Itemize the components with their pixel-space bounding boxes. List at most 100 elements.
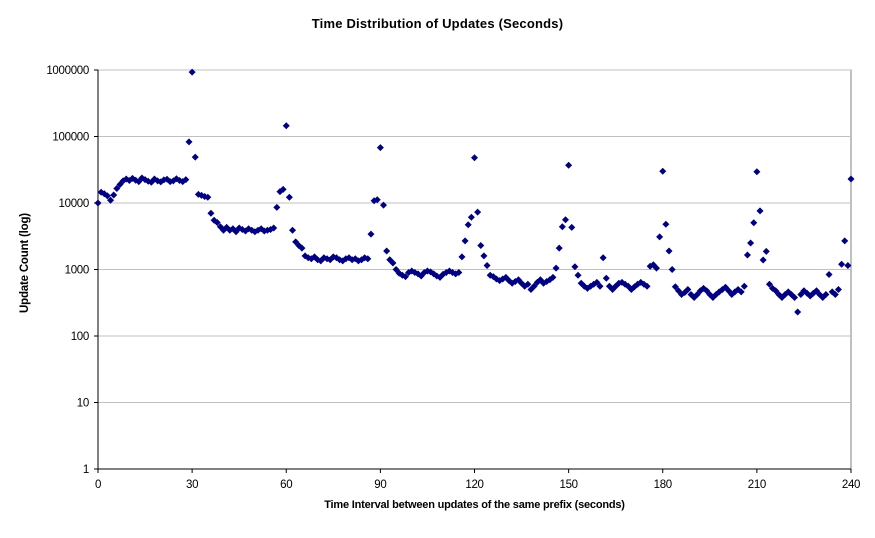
gridlines (98, 69, 851, 403)
data-point (847, 175, 855, 183)
data-point (298, 244, 306, 252)
data-point (665, 247, 673, 255)
data-point (467, 213, 475, 221)
data-point (282, 122, 290, 130)
data-point (794, 308, 802, 316)
data-point (477, 241, 485, 249)
data-point (483, 261, 491, 269)
y-tick-label: 1000 (65, 265, 89, 277)
data-point (838, 260, 846, 268)
data-point (524, 280, 532, 288)
data-point (571, 263, 579, 271)
y-tick-label: 10000 (59, 198, 89, 210)
data-point (652, 264, 660, 272)
x-tick-label: 210 (748, 479, 766, 491)
scatter-series (94, 68, 855, 316)
data-point (558, 223, 566, 231)
data-point (561, 216, 569, 224)
data-point (762, 247, 770, 255)
data-point (94, 199, 102, 207)
data-point (376, 144, 384, 152)
x-tick-label: 180 (654, 479, 672, 491)
data-point (364, 255, 372, 263)
data-point (568, 223, 576, 231)
data-point (389, 259, 397, 267)
data-point (747, 239, 755, 247)
data-point (191, 153, 199, 161)
data-point (464, 221, 472, 229)
y-tick-label: 100 (71, 331, 89, 343)
x-tick-label: 150 (559, 479, 577, 491)
data-point (743, 251, 751, 259)
x-tick-label: 90 (374, 479, 386, 491)
data-point (474, 208, 482, 216)
data-point (289, 226, 297, 234)
x-tick-label: 0 (95, 479, 101, 491)
x-tick-label: 30 (186, 479, 198, 491)
data-point (599, 254, 607, 262)
data-point (103, 192, 111, 200)
data-point (273, 203, 281, 211)
data-point (383, 247, 391, 255)
data-point (549, 273, 557, 281)
data-point (791, 293, 799, 301)
y-tick-label: 100000 (52, 132, 89, 144)
y-tick-label: 10 (77, 398, 89, 410)
data-point (759, 256, 767, 264)
data-point (602, 274, 610, 282)
data-point (555, 244, 563, 252)
data-point (825, 271, 833, 279)
data-point (552, 264, 560, 272)
data-point (367, 230, 375, 238)
data-point (753, 168, 761, 176)
data-point (480, 252, 488, 260)
data-point (643, 282, 651, 290)
data-point (565, 161, 573, 169)
data-point (373, 196, 381, 204)
y-axis-title: Update Count (log) (19, 213, 31, 313)
data-point (737, 288, 745, 296)
data-point (458, 253, 466, 261)
data-point (756, 207, 764, 215)
y-tick-label: 1 (83, 464, 89, 476)
data-point (684, 286, 692, 294)
data-point (461, 237, 469, 245)
data-point (656, 233, 664, 241)
data-point (668, 266, 676, 273)
data-point (831, 291, 839, 299)
data-point (822, 291, 830, 299)
data-point (207, 209, 215, 217)
data-point (574, 271, 582, 279)
data-point (844, 261, 852, 269)
data-point (471, 154, 478, 162)
data-point (188, 68, 196, 76)
data-point (107, 196, 115, 204)
data-point (285, 193, 293, 201)
y-tick-label: 1000000 (46, 65, 89, 77)
data-point (182, 176, 190, 184)
data-point (401, 273, 409, 281)
data-point (750, 219, 758, 227)
data-point (671, 283, 679, 291)
data-point (662, 220, 670, 228)
x-tick-label: 60 (280, 479, 292, 491)
data-point (204, 193, 212, 201)
data-point (596, 282, 604, 290)
data-point (270, 224, 278, 232)
data-point (110, 191, 118, 199)
x-axis-title: Time Interval between updates of the sam… (324, 499, 625, 511)
axes (94, 69, 852, 473)
chart-title: Time Distribution of Updates (Seconds) (311, 16, 564, 31)
data-point (841, 237, 849, 245)
data-point (765, 280, 773, 288)
x-tick-label: 120 (465, 479, 483, 491)
data-point (113, 185, 121, 193)
data-point (185, 138, 193, 146)
data-point (659, 167, 667, 175)
data-point (380, 201, 388, 209)
data-point (455, 269, 463, 277)
data-point (279, 185, 287, 193)
x-tick-label: 240 (842, 479, 860, 491)
